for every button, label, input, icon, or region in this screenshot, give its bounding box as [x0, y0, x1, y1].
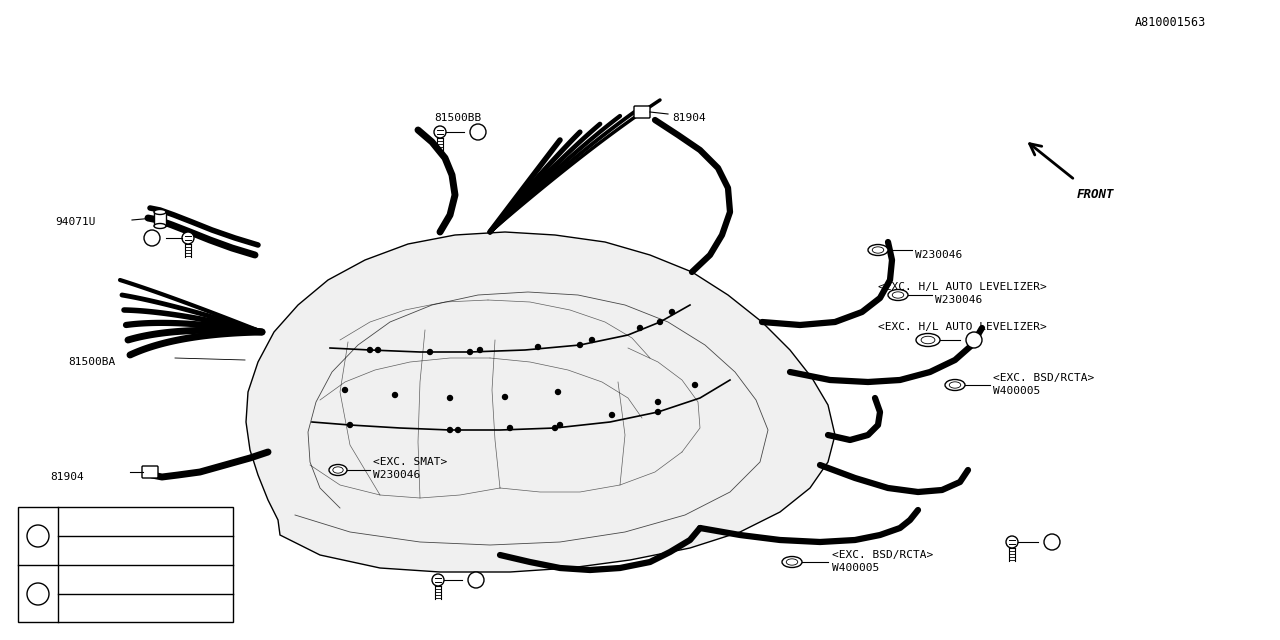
Text: W400005: W400005: [832, 563, 879, 573]
Circle shape: [655, 399, 660, 404]
Circle shape: [434, 126, 445, 138]
Circle shape: [27, 525, 49, 547]
Ellipse shape: [868, 244, 888, 255]
Circle shape: [448, 396, 453, 401]
Ellipse shape: [916, 333, 940, 346]
Text: Q580002(-2209): Q580002(-2209): [64, 515, 164, 527]
Circle shape: [558, 422, 562, 428]
Text: W410052(2211-): W410052(2211-): [64, 591, 164, 605]
Circle shape: [553, 426, 558, 431]
Circle shape: [393, 392, 398, 397]
Circle shape: [556, 390, 561, 394]
Text: 81500BA: 81500BA: [68, 357, 115, 367]
Text: W230046: W230046: [372, 470, 420, 480]
Ellipse shape: [154, 209, 166, 214]
Ellipse shape: [782, 557, 803, 568]
Circle shape: [577, 342, 582, 348]
Text: 1: 1: [475, 127, 481, 137]
Ellipse shape: [786, 559, 797, 565]
Ellipse shape: [892, 292, 904, 298]
Circle shape: [470, 124, 486, 140]
Text: <EXC. SMAT>: <EXC. SMAT>: [372, 457, 447, 467]
Text: 81500BB: 81500BB: [434, 113, 481, 123]
Circle shape: [448, 428, 453, 433]
Circle shape: [145, 230, 160, 246]
Circle shape: [503, 394, 507, 399]
Circle shape: [27, 583, 49, 605]
Circle shape: [456, 428, 461, 433]
Text: <EXC. BSD/RCTA>: <EXC. BSD/RCTA>: [832, 550, 933, 560]
Text: Q580015(2210-): Q580015(2210-): [64, 527, 164, 541]
Circle shape: [433, 574, 444, 586]
Text: 2: 2: [970, 335, 978, 345]
Text: <EXC. BSD/RCTA>: <EXC. BSD/RCTA>: [993, 373, 1094, 383]
Circle shape: [609, 413, 614, 417]
Ellipse shape: [333, 467, 343, 473]
Ellipse shape: [922, 336, 934, 344]
Text: 81904: 81904: [50, 472, 83, 482]
FancyBboxPatch shape: [142, 466, 157, 478]
Circle shape: [637, 326, 643, 330]
Circle shape: [467, 349, 472, 355]
Ellipse shape: [154, 223, 166, 228]
Text: 2: 2: [35, 588, 42, 600]
Circle shape: [669, 310, 675, 314]
Circle shape: [658, 319, 663, 324]
Text: FRONT: FRONT: [1076, 188, 1115, 200]
Text: W230046: W230046: [934, 295, 982, 305]
Text: 1: 1: [148, 233, 155, 243]
Polygon shape: [246, 232, 835, 572]
Bar: [18, 507, 233, 622]
Circle shape: [182, 232, 195, 244]
Circle shape: [343, 387, 347, 392]
Text: 81904: 81904: [672, 113, 705, 123]
Circle shape: [655, 410, 660, 415]
Circle shape: [347, 422, 352, 428]
Ellipse shape: [888, 289, 908, 301]
Circle shape: [477, 348, 483, 353]
Text: W410044(-2210): W410044(-2210): [64, 568, 164, 582]
Circle shape: [507, 426, 512, 431]
Text: 1: 1: [35, 529, 42, 543]
Ellipse shape: [329, 465, 347, 476]
Text: W400005: W400005: [993, 386, 1041, 396]
Circle shape: [966, 332, 982, 348]
Circle shape: [1006, 536, 1018, 548]
Circle shape: [367, 348, 372, 353]
Text: <EXC. H/L AUTO LEVELIZER>: <EXC. H/L AUTO LEVELIZER>: [878, 322, 1047, 332]
Ellipse shape: [872, 247, 883, 253]
Circle shape: [1044, 534, 1060, 550]
Text: 1: 1: [472, 575, 480, 585]
Text: A810001563: A810001563: [1135, 15, 1206, 29]
Circle shape: [692, 383, 698, 387]
Circle shape: [468, 572, 484, 588]
Circle shape: [375, 348, 380, 353]
Ellipse shape: [945, 380, 965, 390]
Text: W230046: W230046: [915, 250, 963, 260]
Circle shape: [590, 337, 594, 342]
Bar: [154, 212, 166, 226]
FancyBboxPatch shape: [634, 106, 650, 118]
Text: 94071U: 94071U: [55, 217, 96, 227]
Circle shape: [428, 349, 433, 355]
Ellipse shape: [950, 382, 961, 388]
Text: <EXC. H/L AUTO LEVELIZER>: <EXC. H/L AUTO LEVELIZER>: [878, 282, 1047, 292]
Text: 1: 1: [1048, 537, 1056, 547]
Circle shape: [535, 344, 540, 349]
